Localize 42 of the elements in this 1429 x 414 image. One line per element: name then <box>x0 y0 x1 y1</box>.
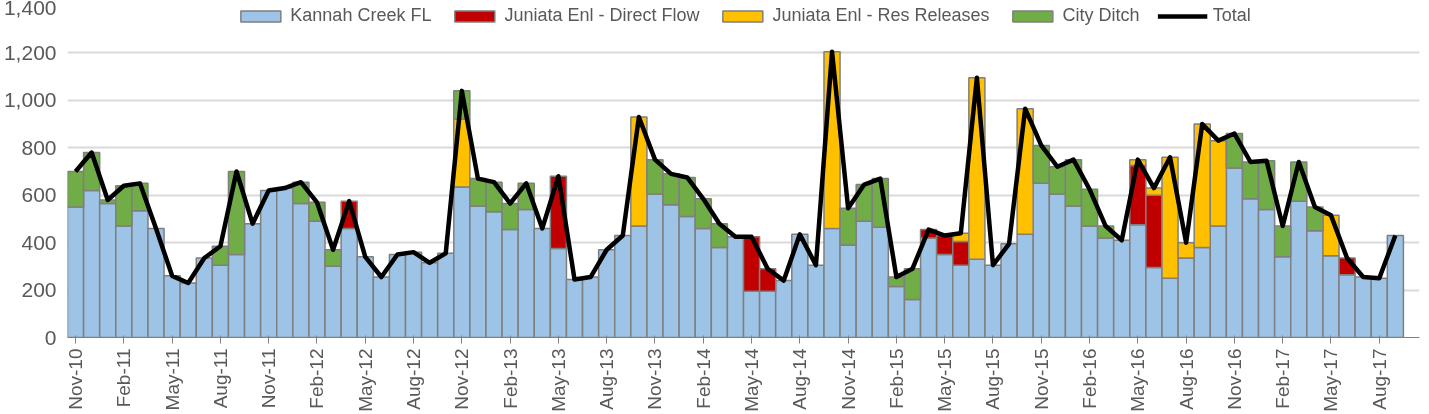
x-tick-label: Feb-11 <box>113 348 135 408</box>
y-tick-label: 0 <box>44 325 57 349</box>
x-tick-label: Aug-16 <box>1175 348 1197 410</box>
x-tick-label: May-13 <box>547 348 569 412</box>
x-tick-label: Nov-16 <box>1223 348 1245 410</box>
x-tick-label: Aug-14 <box>789 348 811 410</box>
x-tick-label: Nov-13 <box>644 348 666 410</box>
y-tick-label: 600 <box>21 183 57 207</box>
x-tick-label: Nov-14 <box>837 348 859 410</box>
legend-label: Total <box>1212 5 1251 26</box>
x-tick-label: May-15 <box>934 348 956 412</box>
x-tick-label: Aug-12 <box>403 348 425 410</box>
x-tick-label: Feb-16 <box>1079 348 1101 409</box>
x-tick-label: May-12 <box>354 348 376 412</box>
x-tick-label: Nov-15 <box>1030 348 1052 410</box>
x-tick-label: Aug-17 <box>1368 348 1390 410</box>
legend-label: Juniata Enl - Res Releases <box>772 5 990 26</box>
y-tick-label: 200 <box>21 278 57 302</box>
line-series <box>73 49 1398 286</box>
x-tick-label: Feb-14 <box>692 348 714 409</box>
y-tick-label: 400 <box>21 230 57 254</box>
x-tick-label: Nov-11 <box>258 348 280 409</box>
x-tick-label: Aug-11 <box>209 348 231 409</box>
x-tick-label: Feb-15 <box>885 348 907 409</box>
x-tick-label: May-17 <box>1320 348 1342 412</box>
x-tick-label: May-16 <box>1127 348 1149 412</box>
x-tick-label: Feb-12 <box>306 348 328 409</box>
legend-label: City Ditch <box>1062 5 1140 26</box>
y-tick-label: 1,000 <box>3 88 57 112</box>
x-tick-label: Aug-15 <box>982 348 1004 410</box>
x-tick-label: Nov-10 <box>65 348 87 410</box>
x-tick-label: May-11 <box>161 348 183 411</box>
legend-label: Kannah Creek FL <box>290 5 432 26</box>
legend-label: Juniata Enl - Direct Flow <box>504 5 700 26</box>
y-tick-label: 800 <box>21 135 57 159</box>
y-tick-label: 1,400 <box>3 0 57 19</box>
x-tick-label: May-14 <box>741 348 763 412</box>
x-tick-label: Feb-13 <box>499 348 521 409</box>
x-tick-label: Nov-12 <box>451 348 473 410</box>
y-tick-label: 1,200 <box>3 40 57 64</box>
x-tick-label: Aug-13 <box>596 348 618 410</box>
x-tick-label: Feb-17 <box>1272 348 1294 409</box>
